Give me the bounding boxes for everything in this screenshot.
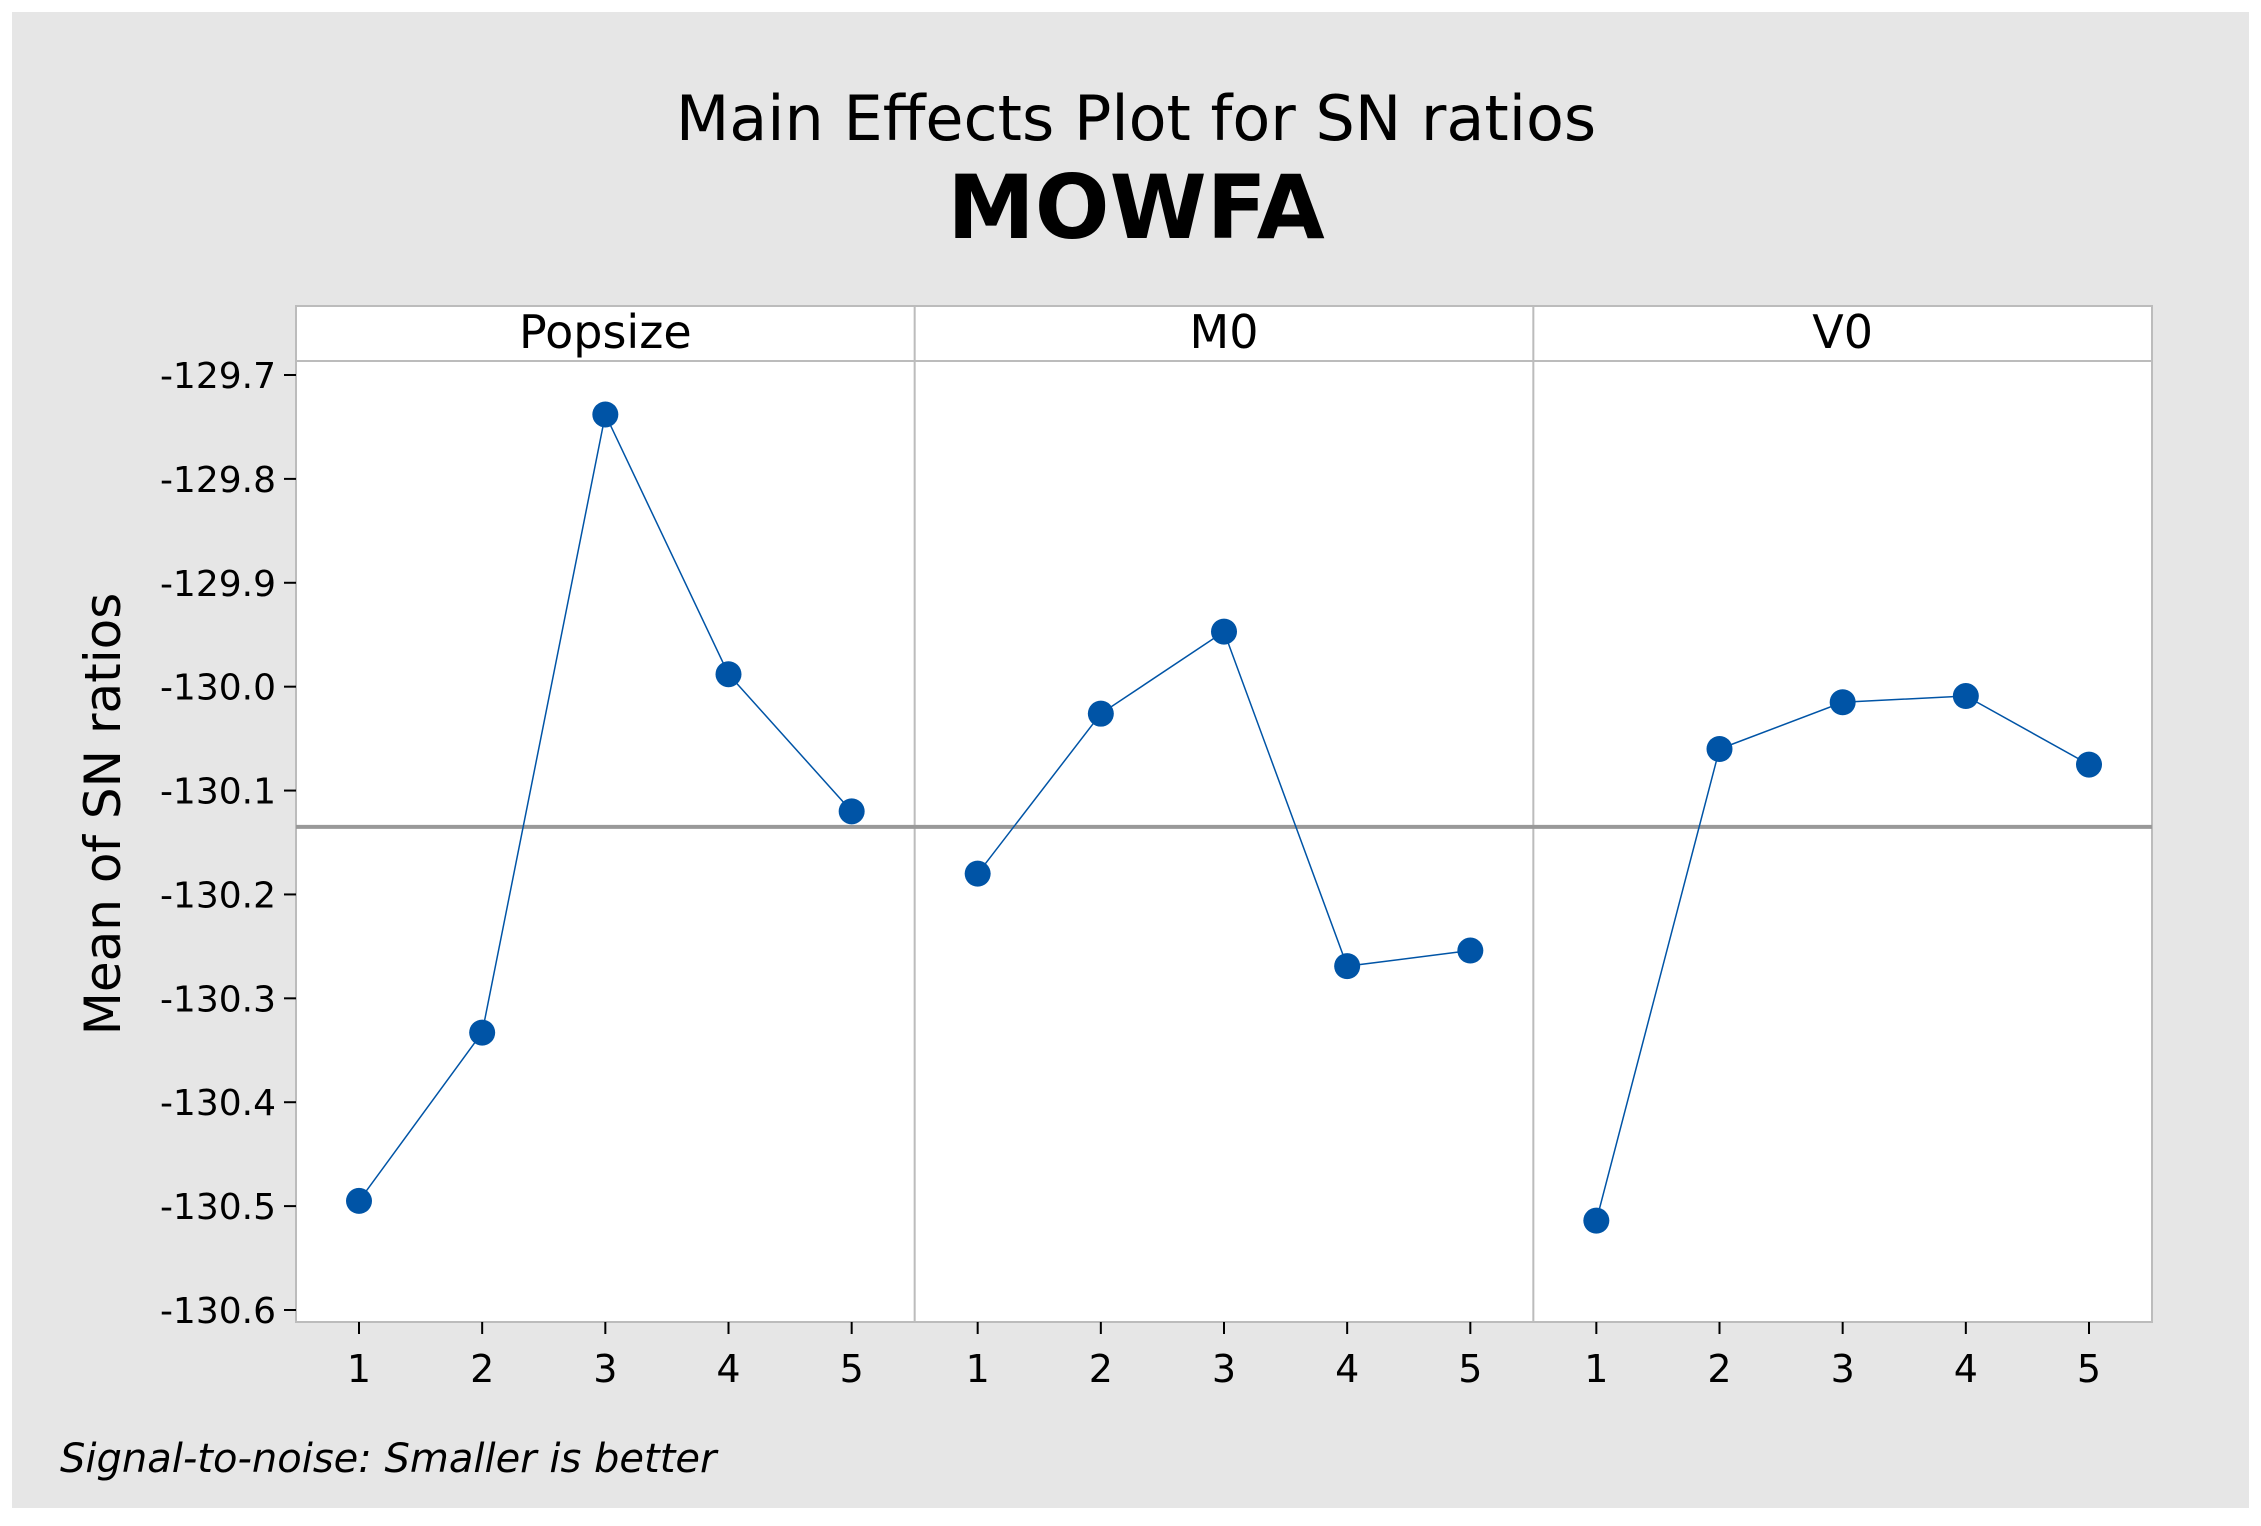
- y-tick-label: -130.6: [160, 1291, 276, 1332]
- x-tick-label: 3: [593, 1347, 617, 1391]
- x-tick-label: 5: [840, 1347, 864, 1391]
- plot-area: [295, 305, 2153, 1323]
- data-point-m0-1: [964, 860, 991, 887]
- x-tick-label: 4: [1335, 1347, 1359, 1391]
- data-point-m0-5: [1457, 937, 1484, 964]
- y-tick-label: -129.7: [160, 356, 276, 397]
- x-tick-label: 3: [1831, 1347, 1855, 1391]
- data-point-popsize-3: [592, 401, 619, 428]
- panel-label-m0: M0: [1190, 305, 1259, 359]
- data-point-popsize-1: [346, 1187, 372, 1214]
- y-tick-label: -130.1: [160, 772, 276, 813]
- chart-title: Main Effects Plot for SN ratios: [676, 82, 1596, 155]
- data-point-m0-3: [1211, 618, 1237, 645]
- x-tick-label: 2: [470, 1347, 494, 1391]
- x-tick-label: 1: [1584, 1347, 1608, 1391]
- y-tick-label: -130.4: [160, 1083, 276, 1124]
- data-point-m0-2: [1087, 700, 1114, 727]
- x-tick-label: 4: [716, 1347, 740, 1391]
- y-tick-label: -129.8: [160, 460, 276, 501]
- panel-frames: Popsize M0 V0: [296, 305, 2152, 1322]
- data-point-popsize-2: [469, 1019, 496, 1046]
- data-point-v0-1: [1583, 1207, 1610, 1234]
- data-point-v0-2: [1706, 736, 1733, 762]
- data-point-v0-5: [2076, 751, 2102, 778]
- y-tick-label: -130.2: [160, 875, 276, 916]
- y-axis-label: Mean of SN ratios: [74, 593, 132, 1036]
- panel-label-popsize: Popsize: [519, 305, 692, 359]
- data-point-v0-3: [1829, 689, 1856, 716]
- y-tick-label: -130.5: [160, 1187, 276, 1228]
- x-tick-label: 4: [1954, 1347, 1978, 1391]
- x-tick-label: 1: [347, 1347, 371, 1391]
- x-tick-label: 5: [2077, 1347, 2101, 1391]
- data-point-m0-4: [1334, 953, 1361, 980]
- x-tick-label: 3: [1212, 1347, 1236, 1391]
- x-tick-label: 2: [1707, 1347, 1731, 1391]
- data-point-popsize-4: [715, 661, 742, 688]
- x-tick-label: 1: [966, 1347, 990, 1391]
- y-tick-label: -130.0: [160, 668, 276, 709]
- series-layer: [346, 401, 2102, 1234]
- x-tick-label: 5: [1458, 1347, 1482, 1391]
- chart-subtitle: MOWFA: [947, 156, 1325, 259]
- panel-label-v0: V0: [1812, 305, 1873, 359]
- footnote: Signal-to-noise: Smaller is better: [60, 1436, 719, 1482]
- data-point-v0-4: [1952, 683, 1979, 710]
- y-tick-label: -130.3: [160, 979, 276, 1020]
- x-tick-label: 2: [1089, 1347, 1113, 1391]
- axes: -129.7 -129.8 -129.9 -130.0 -130.1 -130.2 -130…: [160, 356, 2101, 1391]
- y-tick-label: -129.9: [160, 564, 276, 605]
- data-point-popsize-5: [838, 798, 865, 825]
